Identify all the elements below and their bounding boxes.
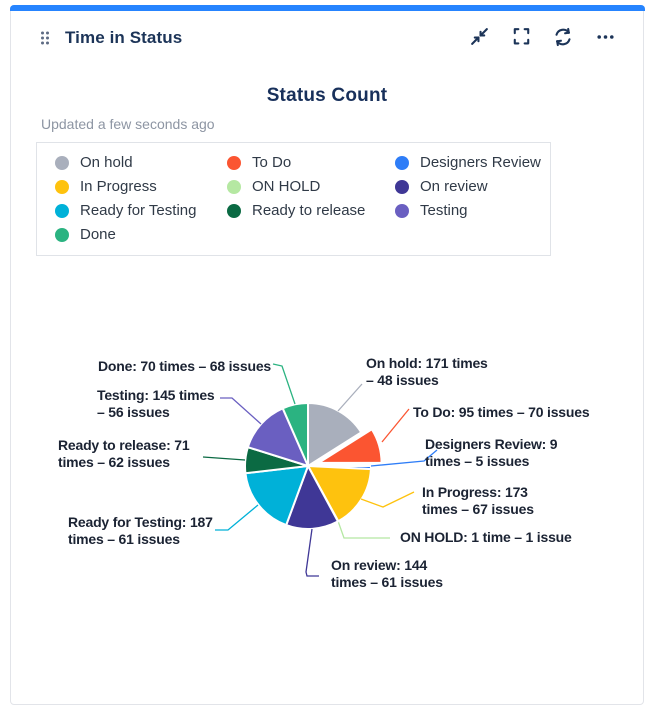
fullscreen-icon: [511, 26, 532, 50]
legend-item-designers-review[interactable]: Designers Review: [395, 151, 544, 174]
legend-dot-on-hold: [227, 179, 241, 194]
pie-slice-done[interactable]: [281, 402, 309, 467]
drag-handle-icon[interactable]: [38, 29, 52, 47]
legend-label-done: Done: [80, 226, 116, 243]
pie-slice-to-do[interactable]: [317, 428, 383, 464]
leader-line-on-review: [305, 528, 319, 577]
leader-line-testing: [220, 397, 262, 425]
leader-line-in-progress: [360, 491, 415, 508]
fullscreen-button[interactable]: [509, 26, 533, 50]
legend-grid: On hold To Do Designers Review In Progress O…: [55, 151, 544, 246]
leader-line-on-hold: [337, 520, 390, 539]
widget-accent-bar: [10, 5, 645, 11]
legend-item-ready-to-release[interactable]: Ready to release: [227, 199, 395, 222]
status-count-pie-chart: [202, 363, 438, 577]
legend-dot-ready-to-release: [227, 203, 241, 218]
legend-label-in-progress: In Progress: [80, 178, 157, 195]
legend-dot-designers-review: [395, 155, 409, 170]
legend-item-to-do[interactable]: To Do: [227, 151, 395, 174]
leader-line-ready-to-release: [202, 456, 246, 461]
legend-item-on-hold[interactable]: On hold: [55, 151, 227, 174]
updated-status-text: Updated a few seconds ago: [41, 116, 215, 132]
legend-item-testing[interactable]: Testing: [395, 199, 544, 222]
legend-label-designers-review: Designers Review: [420, 154, 541, 171]
refresh-button[interactable]: [551, 26, 575, 50]
more-button[interactable]: [593, 26, 617, 50]
leader-line-to-do: [381, 408, 410, 443]
pie-slice-testing[interactable]: [246, 407, 309, 467]
legend-dot-on-hold: [55, 155, 69, 170]
legend-label-on-hold: On hold: [80, 154, 133, 171]
legend-dot-in-progress: [55, 179, 69, 194]
leader-line-ready-for-testing: [215, 504, 259, 531]
more-icon: [595, 26, 616, 50]
legend-label-on-hold: ON HOLD: [252, 178, 321, 195]
legend-item-done[interactable]: Done: [55, 223, 227, 246]
legend-dot-on-review: [395, 179, 409, 194]
chart-title: Status Count: [266, 85, 388, 106]
legend-label-on-review: On review: [420, 178, 488, 195]
legend-dot-done: [55, 227, 69, 242]
legend-label-ready-to-release: Ready to release: [252, 202, 366, 219]
legend-item-on-review[interactable]: On review: [395, 175, 544, 198]
legend-label-testing: Testing: [420, 202, 468, 219]
chart-legend: On hold To Do Designers Review In Progress O…: [36, 142, 551, 256]
collapse-icon: [469, 26, 490, 50]
legend-dot-ready-for-testing: [55, 203, 69, 218]
legend-item-ready-for-testing[interactable]: Ready for Testing: [55, 199, 227, 222]
legend-item-on-hold[interactable]: ON HOLD: [227, 175, 395, 198]
legend-label-to-do: To Do: [252, 154, 292, 171]
leader-line-done: [272, 363, 296, 405]
pie-slice-ready-for-testing[interactable]: [244, 465, 309, 527]
collapse-button[interactable]: [467, 26, 491, 50]
leader-line-on-hold: [337, 383, 363, 412]
legend-label-ready-for-testing: Ready for Testing: [80, 202, 197, 219]
legend-item-in-progress[interactable]: In Progress: [55, 175, 227, 198]
widget-toolbar: [467, 26, 617, 50]
time-in-status-widget: Time in Status: [10, 5, 645, 705]
pie-slice-on-review[interactable]: [285, 465, 339, 530]
leader-line-designers-review: [370, 449, 438, 467]
legend-dot-testing: [395, 203, 409, 218]
legend-dot-to-do: [227, 155, 241, 170]
widget-title: Time in Status: [65, 28, 183, 47]
refresh-icon: [552, 26, 574, 51]
widget-header: Time in Status: [11, 6, 643, 50]
